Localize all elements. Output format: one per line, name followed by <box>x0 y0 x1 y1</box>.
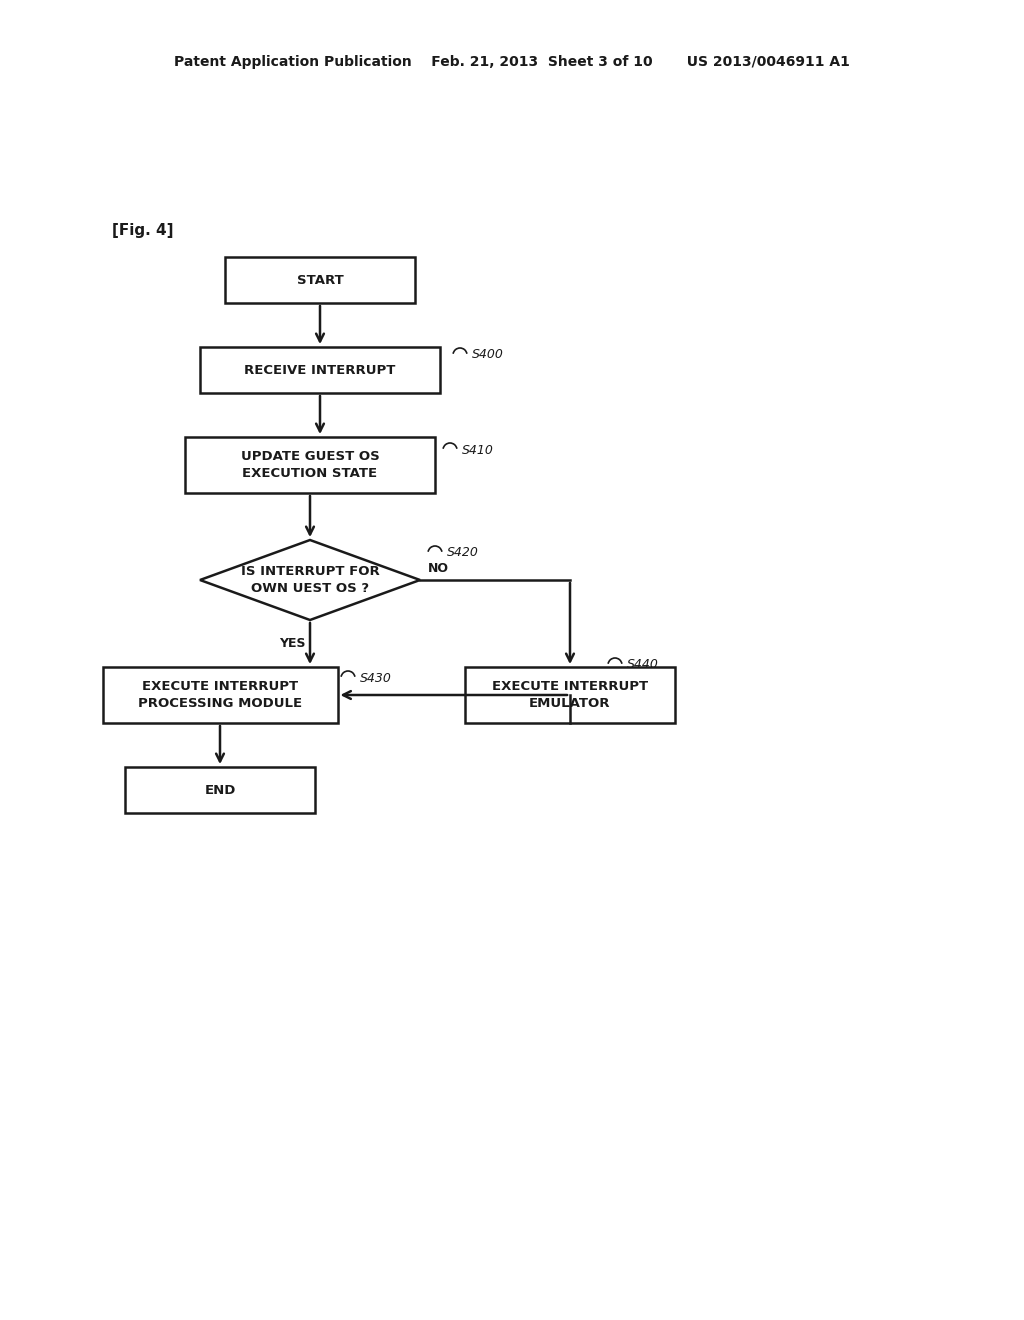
FancyBboxPatch shape <box>102 667 338 723</box>
Text: S440: S440 <box>627 659 658 672</box>
FancyBboxPatch shape <box>465 667 675 723</box>
Text: UPDATE GUEST OS
EXECUTION STATE: UPDATE GUEST OS EXECUTION STATE <box>241 450 379 480</box>
Text: S430: S430 <box>360 672 392 685</box>
Text: YES: YES <box>279 638 305 649</box>
Text: END: END <box>205 784 236 796</box>
Polygon shape <box>200 540 420 620</box>
Text: NO: NO <box>428 561 449 574</box>
Text: [Fig. 4]: [Fig. 4] <box>112 223 173 238</box>
FancyBboxPatch shape <box>185 437 435 492</box>
FancyBboxPatch shape <box>225 257 415 304</box>
Text: IS INTERRUPT FOR
OWN UEST OS ?: IS INTERRUPT FOR OWN UEST OS ? <box>241 565 379 595</box>
Text: S420: S420 <box>447 546 479 560</box>
Text: EXECUTE INTERRUPT
EMULATOR: EXECUTE INTERRUPT EMULATOR <box>492 680 648 710</box>
Text: Patent Application Publication    Feb. 21, 2013  Sheet 3 of 10       US 2013/004: Patent Application Publication Feb. 21, … <box>174 55 850 69</box>
Text: EXECUTE INTERRUPT
PROCESSING MODULE: EXECUTE INTERRUPT PROCESSING MODULE <box>138 680 302 710</box>
FancyBboxPatch shape <box>200 347 440 393</box>
FancyBboxPatch shape <box>125 767 315 813</box>
Text: START: START <box>297 273 343 286</box>
Text: S400: S400 <box>472 348 504 362</box>
Text: S410: S410 <box>462 444 494 457</box>
Text: RECEIVE INTERRUPT: RECEIVE INTERRUPT <box>245 363 395 376</box>
